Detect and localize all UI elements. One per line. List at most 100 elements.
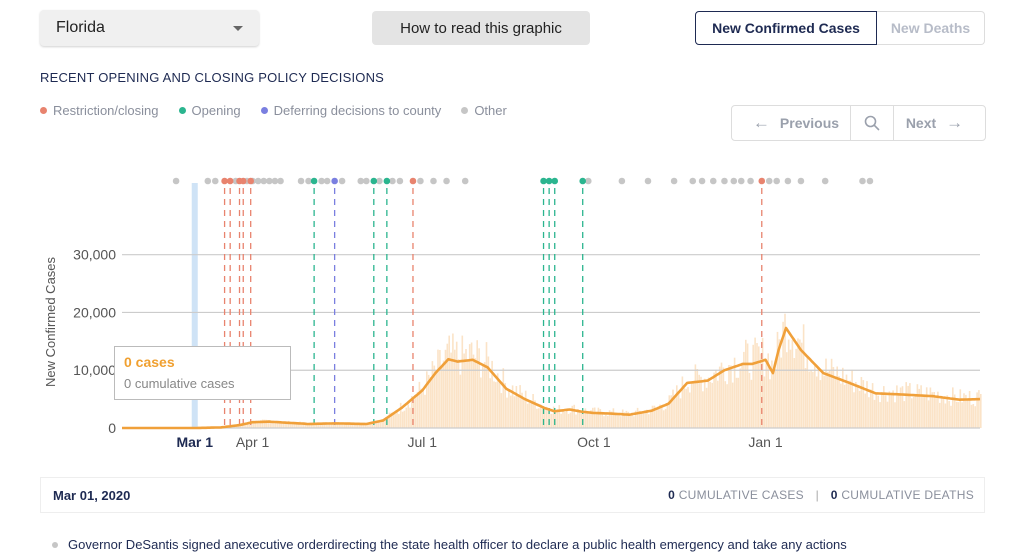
legend-item-restriction: Restriction/closing bbox=[40, 103, 159, 118]
daily-bar bbox=[754, 337, 756, 428]
daily-bar bbox=[853, 392, 855, 428]
daily-bar bbox=[269, 420, 271, 428]
daily-bar bbox=[526, 403, 529, 428]
next-button[interactable]: Next → bbox=[894, 106, 985, 140]
daily-bar bbox=[549, 413, 551, 428]
search-button[interactable] bbox=[851, 106, 894, 140]
daily-bar bbox=[487, 356, 490, 428]
new-deaths-tab[interactable]: New Deaths bbox=[877, 11, 985, 45]
daily-bar bbox=[524, 390, 527, 428]
daily-bar bbox=[534, 400, 536, 428]
daily-bar bbox=[842, 367, 844, 428]
daily-bar bbox=[840, 383, 842, 428]
daily-bar bbox=[894, 402, 896, 428]
daily-bar bbox=[431, 361, 434, 428]
policy-dot bbox=[758, 177, 766, 185]
daily-bar bbox=[940, 396, 943, 428]
daily-bar bbox=[851, 369, 853, 428]
daily-bar bbox=[612, 408, 615, 428]
daily-bar bbox=[593, 407, 596, 428]
daily-bar bbox=[758, 346, 760, 428]
daily-bar bbox=[927, 400, 930, 428]
daily-bar bbox=[468, 344, 471, 428]
daily-bar bbox=[815, 376, 818, 428]
daily-bar bbox=[730, 365, 732, 428]
daily-bar bbox=[834, 378, 837, 428]
daily-bar bbox=[806, 357, 809, 428]
daily-bar bbox=[416, 391, 419, 428]
policy-dot bbox=[211, 177, 219, 185]
daily-bar bbox=[317, 424, 320, 428]
daily-bar bbox=[582, 413, 585, 428]
daily-bar bbox=[455, 341, 458, 428]
how-to-read-button[interactable]: How to read this graphic bbox=[372, 11, 590, 45]
daily-bar bbox=[717, 380, 719, 428]
daily-bar bbox=[711, 382, 713, 428]
daily-bar bbox=[394, 414, 396, 428]
daily-bar bbox=[965, 394, 967, 428]
daily-bar bbox=[607, 415, 609, 428]
daily-bar bbox=[273, 423, 275, 428]
daily-bar bbox=[329, 422, 331, 428]
policy-dot bbox=[579, 177, 587, 185]
daily-bar bbox=[890, 392, 893, 428]
daily-bar bbox=[403, 410, 406, 428]
daily-bar bbox=[239, 424, 242, 428]
daily-bar bbox=[648, 414, 650, 428]
daily-bar bbox=[756, 343, 758, 428]
daily-bar bbox=[321, 422, 324, 428]
daily-bar bbox=[575, 414, 577, 428]
daily-bar bbox=[821, 370, 824, 428]
daily-bar bbox=[263, 419, 266, 428]
daily-bar bbox=[532, 394, 534, 428]
daily-bar bbox=[536, 408, 538, 428]
daily-bar bbox=[390, 412, 393, 428]
daily-bar bbox=[728, 365, 730, 428]
daily-bar bbox=[385, 417, 387, 428]
daily-bar bbox=[310, 422, 312, 428]
daily-bar bbox=[319, 422, 322, 428]
daily-bar bbox=[424, 394, 426, 428]
daily-bar bbox=[907, 385, 909, 428]
daily-bar bbox=[392, 411, 395, 428]
policy-dot bbox=[430, 177, 437, 185]
daily-bar bbox=[446, 343, 449, 428]
daily-bar bbox=[302, 422, 305, 428]
daily-bar bbox=[942, 397, 945, 428]
previous-button[interactable]: ← Previous bbox=[732, 106, 851, 140]
daily-bar bbox=[724, 381, 727, 428]
daily-bar bbox=[552, 406, 555, 428]
daily-bar bbox=[912, 396, 915, 428]
daily-bar bbox=[741, 362, 743, 428]
daily-bar bbox=[871, 383, 874, 428]
daily-bar bbox=[599, 409, 602, 428]
daily-bar bbox=[922, 395, 924, 428]
daily-bar bbox=[413, 397, 415, 428]
daily-bar bbox=[670, 395, 672, 428]
daily-bar bbox=[332, 424, 335, 428]
daily-bar bbox=[759, 353, 762, 428]
state-selector[interactable]: Florida bbox=[40, 10, 259, 46]
daily-bar bbox=[435, 370, 437, 428]
daily-bar bbox=[959, 389, 962, 428]
daily-bar bbox=[299, 421, 301, 428]
daily-bar bbox=[340, 422, 342, 428]
daily-bar bbox=[595, 413, 598, 428]
new-confirmed-cases-tab[interactable]: New Confirmed Cases bbox=[695, 11, 877, 45]
daily-bar bbox=[825, 358, 827, 428]
daily-bar bbox=[952, 387, 954, 428]
next-label: Next bbox=[905, 115, 937, 131]
daily-bar bbox=[426, 371, 428, 428]
daily-bar bbox=[603, 416, 605, 428]
daily-bar bbox=[870, 389, 872, 428]
daily-bar bbox=[306, 423, 309, 428]
daily-bar bbox=[276, 422, 279, 428]
daily-bar bbox=[289, 424, 292, 428]
average-line bbox=[122, 326, 981, 430]
daily-bar bbox=[664, 408, 667, 428]
daily-bar bbox=[767, 353, 769, 428]
daily-bar bbox=[709, 381, 712, 428]
policy-dot bbox=[370, 177, 378, 185]
cases-chart[interactable]: 0 10,000 20,000 30,000 Mar 1 Apr 1 Jul 1 Oct 1… bbox=[0, 150, 1024, 460]
daily-bar bbox=[301, 423, 303, 428]
